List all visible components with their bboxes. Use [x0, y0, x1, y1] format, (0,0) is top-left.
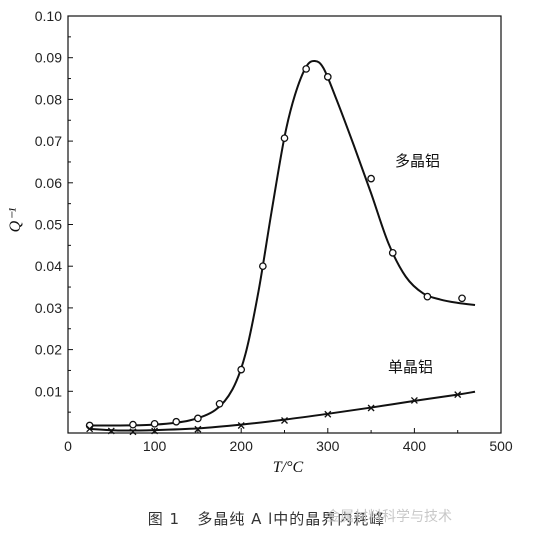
data-point-x-stroke: [454, 391, 462, 399]
data-point-x-stroke: [129, 428, 137, 436]
axes: [67, 15, 502, 434]
series-label-polycrystal: 多晶铝: [395, 152, 440, 170]
data-point-x: [151, 427, 159, 435]
figure-caption-text: 多晶纯 A l中的晶界内耗峰: [197, 510, 386, 528]
data-point-x: [86, 425, 94, 433]
data-point-circle: [172, 417, 181, 426]
y-tick-label: 0.02: [35, 342, 62, 358]
data-point-circle: [85, 421, 94, 430]
y-tick-label: 0.06: [35, 175, 62, 191]
data-point-circle: [458, 294, 466, 303]
x-tick-label: 0: [64, 438, 72, 454]
data-point-x: [107, 427, 115, 435]
y-tick-label: 0.10: [35, 8, 62, 24]
data-point-circle: [215, 399, 224, 408]
data-point-x-stroke: [86, 425, 94, 433]
data-point-x: [324, 410, 332, 418]
figure-number: 图 1: [147, 510, 181, 528]
y-tick-label: 0.09: [35, 50, 62, 66]
y-tick-label: 0.01: [35, 383, 62, 399]
x-tick-label: 200: [230, 438, 254, 454]
data-point-circle: [423, 292, 432, 301]
y-axis-label: Q⁻¹: [7, 207, 24, 232]
data-point-circle: [237, 365, 246, 374]
data-point-circle: [150, 419, 159, 428]
y-ticks: 0.01 0.02 0.03 0.04 0.05 0.06 0.07 0.08 0.09 0.10: [35, 8, 73, 413]
data-point-circle: [323, 73, 332, 81]
data-point-x: [367, 404, 375, 412]
figure-caption: 图 1 多晶纯 A l中的晶界内耗峰: [0, 508, 533, 529]
data-point-circle: [280, 134, 289, 143]
data-point-circle: [367, 174, 375, 183]
data-point-x-stroke: [107, 427, 115, 435]
y-tick-label: 0.07: [35, 133, 62, 149]
watermark-text: 金属材料科学与技术: [326, 509, 452, 525]
x-tick-label: 300: [316, 438, 340, 454]
data-point-circle: [194, 414, 202, 423]
plot-frame: [67, 15, 502, 434]
data-point-x: [194, 425, 202, 433]
x-tick-label: 500: [489, 438, 513, 454]
data-point-x-stroke: [324, 410, 332, 418]
y-tick-label: 0.04: [35, 258, 62, 274]
data-point-x: [237, 422, 245, 429]
y-tick-label: 0.03: [35, 300, 62, 316]
y-tick-label: 0.08: [35, 91, 62, 107]
series-markers: [85, 65, 466, 436]
x-ticks: 0 100 200 300 400 500: [64, 428, 513, 454]
data-point-x-stroke: [194, 425, 202, 433]
data-point-x: [129, 428, 137, 436]
data-point-x-stroke: [367, 404, 375, 412]
data-point-circle: [258, 262, 267, 271]
data-point-circle: [388, 249, 397, 257]
data-point-x-stroke: [151, 427, 159, 435]
y-tick-label: 0.05: [35, 217, 62, 233]
data-point-x: [410, 397, 418, 404]
data-point-x: [454, 391, 462, 399]
data-point-circle: [302, 65, 310, 73]
data-point-x-stroke: [281, 417, 288, 424]
data-point-x-stroke: [410, 397, 418, 404]
data-point-circle: [129, 420, 137, 429]
series-label-single-crystal: 单晶铝: [388, 358, 433, 376]
data-point-x: [281, 417, 288, 424]
data-point-x-stroke: [237, 422, 245, 429]
x-tick-label: 400: [403, 438, 427, 454]
x-axis-label: T/°C: [273, 459, 304, 476]
x-tick-label: 100: [143, 438, 167, 454]
